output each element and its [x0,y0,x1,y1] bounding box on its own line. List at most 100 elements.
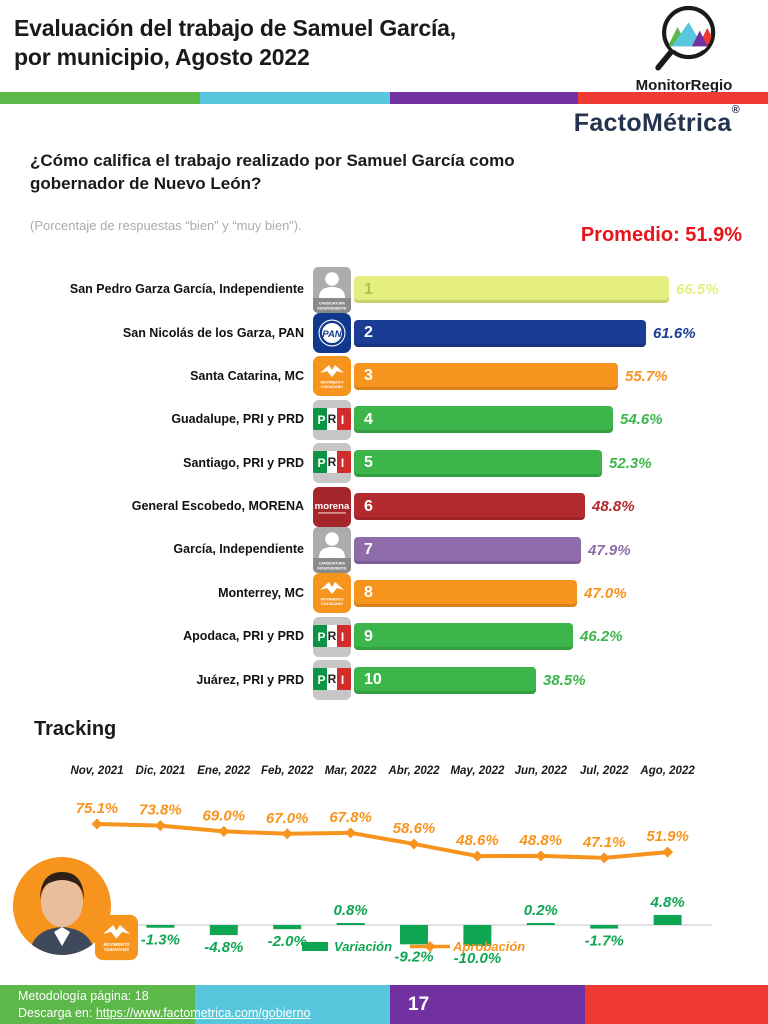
bar-row: Santiago, PRI y PRD P R I 5 52.3% [0,442,768,485]
legend-variation-swatch [302,942,328,951]
value-label: 47.0% [584,584,627,602]
municipality-label: Guadalupe, PRI y PRD [171,412,304,427]
samuel-garcia-photo [12,856,112,956]
svg-text:CIUDADANO: CIUDADANO [321,385,343,389]
svg-text:INDEPENDIENTE: INDEPENDIENTE [317,306,347,310]
bar-row: Apodaca, PRI y PRD P R I 9 46.2% [0,615,768,658]
stripe-segment [200,92,390,104]
svg-text:R: R [328,455,337,469]
rank-label: 3 [364,367,373,385]
approval-label: 73.8% [139,802,182,819]
monitorregio-logo: MonitorRegio [614,2,754,94]
tracking-title: Tracking [34,718,117,740]
approval-bar: 9 [354,623,573,651]
approval-bar: 1 [354,276,669,304]
variation-bar [653,914,682,925]
bar-row: Guadalupe, PRI y PRD P R I 4 54.6% [0,398,768,441]
magnifier-mountains-icon [655,5,716,71]
average-label: Promedio: 51.9% [580,224,742,246]
svg-text:P: P [317,630,325,644]
approval-marker [154,820,166,832]
svg-text:R: R [328,412,337,426]
bar-track: 10 38.5% [354,666,768,694]
bar-track: 6 48.8% [354,493,768,521]
variation-bar [273,925,302,930]
stripe-segment [578,92,768,104]
tracking-month-label: Nov, 2021 [70,765,123,777]
page-title: Evaluación del trabajo de Samuel García,… [14,15,456,70]
approval-label: 67.8% [329,809,372,826]
tracking-month-label: May, 2022 [450,765,505,777]
svg-text:I: I [341,413,344,427]
municipality-label: Santa Catarina, MC [190,368,304,383]
tracking-month-label: Jun, 2022 [515,765,568,777]
svg-text:P: P [317,413,325,427]
municipality-label: General Escobedo, MORENA [131,499,304,514]
approval-label: 47.1% [582,834,626,851]
tracking-chart: Nov, 2021 Dic, 2021 Ene, 2022 Feb, 2022 Mar,… [0,753,768,971]
approval-label: 48.6% [455,832,499,849]
download-link[interactable]: https://www.factometrica.com/gobierno [95,1005,311,1020]
pan-icon: PAN [313,313,351,354]
variation-label: -1.7% [585,933,624,950]
svg-text:CIUDADANO: CIUDADANO [104,947,129,952]
morena-icon: morena [313,486,351,527]
municipality-label: San Nicolás de los Garza, PAN [122,325,304,340]
bar-row: San Nicolás de los Garza, PAN PAN 2 61.6… [0,311,768,354]
stripe-segment [195,985,390,1024]
svg-text:morena: morena [315,501,350,512]
tracking-month-label: Ago, 2022 [639,765,695,777]
rank-label: 2 [364,324,373,342]
value-label: 55.7% [625,367,668,385]
bar-track: 9 46.2% [354,623,768,651]
rank-label: 9 [364,627,373,645]
approval-bar: 8 [354,579,577,607]
svg-text:MOVIMIENTO: MOVIMIENTO [320,598,343,602]
approval-marker [662,846,674,858]
question-note: (Porcentaje de respuestas “bien” y “muy … [30,218,302,233]
variation-bar [463,925,492,946]
rank-label: 7 [364,541,373,559]
approval-marker [471,850,483,862]
approval-bar: 5 [354,449,602,477]
variation-label: -1.3% [141,932,180,949]
municipality-label: San Pedro Garza García, Independiente [69,282,304,297]
pri-prd-icon: P R I [313,399,351,440]
page-number: 17 [408,994,430,1015]
variation-bar [400,925,428,945]
rank-label: 6 [364,497,373,515]
registered-mark: ® [731,104,740,116]
svg-text:CIUDADANO: CIUDADANO [321,602,343,606]
rank-label: 1 [364,280,373,298]
variation-bar [336,923,365,925]
tracking-month-label: Feb, 2022 [261,765,314,777]
approval-bar: 2 [354,319,646,347]
bar-row: Santa Catarina, MC MOVIMIENTO CIUDADANO … [0,355,768,398]
value-label: 61.6% [653,324,696,342]
legend-variation-label: Variación [334,939,392,954]
download-prefix: Descarga en: [18,1005,96,1020]
municipality-label: Monterrey, MC [218,585,304,600]
rank-label: 5 [364,454,373,472]
approval-marker [408,838,420,850]
value-label: 48.8% [592,498,635,516]
footer-stripe [0,985,768,1024]
mc-icon: MOVIMIENTO CIUDADANO [95,914,138,961]
bar-track: 1 66.5% [354,276,768,304]
svg-text:R: R [328,672,337,686]
tracking-month-label: Abr, 2022 [387,765,440,777]
municipality-label: Apodaca, PRI y PRD [183,629,304,644]
bar-row: Monterrey, MC MOVIMIENTO CIUDADANO 8 47.… [0,572,768,615]
variation-label: 4.8% [649,894,684,911]
value-label: 66.5% [676,281,719,299]
survey-question: ¿Cómo califica el trabajo realizado por … [30,151,515,193]
mc-icon: MOVIMIENTO CIUDADANO [313,573,351,614]
pri-prd-icon: P R I [313,660,351,701]
svg-text:P: P [317,456,325,470]
pri-prd-icon: P R I [313,443,351,484]
municipality-label: Santiago, PRI y PRD [183,455,304,470]
factometrica-wordmark: FactoMétrica® [573,104,740,137]
bar-track: 4 54.6% [354,406,768,434]
approval-bar: 10 [354,666,536,694]
value-label: 46.2% [580,628,623,646]
